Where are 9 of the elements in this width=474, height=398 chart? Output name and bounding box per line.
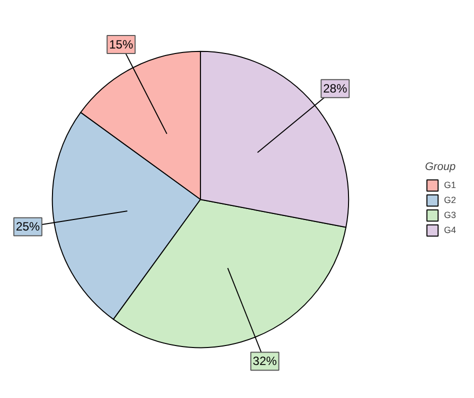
data-label: 28% xyxy=(323,82,348,96)
legend-label: G1 xyxy=(444,180,458,190)
legend-label: G2 xyxy=(444,195,458,205)
data-label: 15% xyxy=(109,38,134,52)
data-label: 32% xyxy=(252,354,278,368)
data-label: 25% xyxy=(16,220,40,234)
legend-title: Group xyxy=(425,161,457,173)
legend-label: G4 xyxy=(444,225,458,235)
legend-label: G3 xyxy=(444,210,458,220)
